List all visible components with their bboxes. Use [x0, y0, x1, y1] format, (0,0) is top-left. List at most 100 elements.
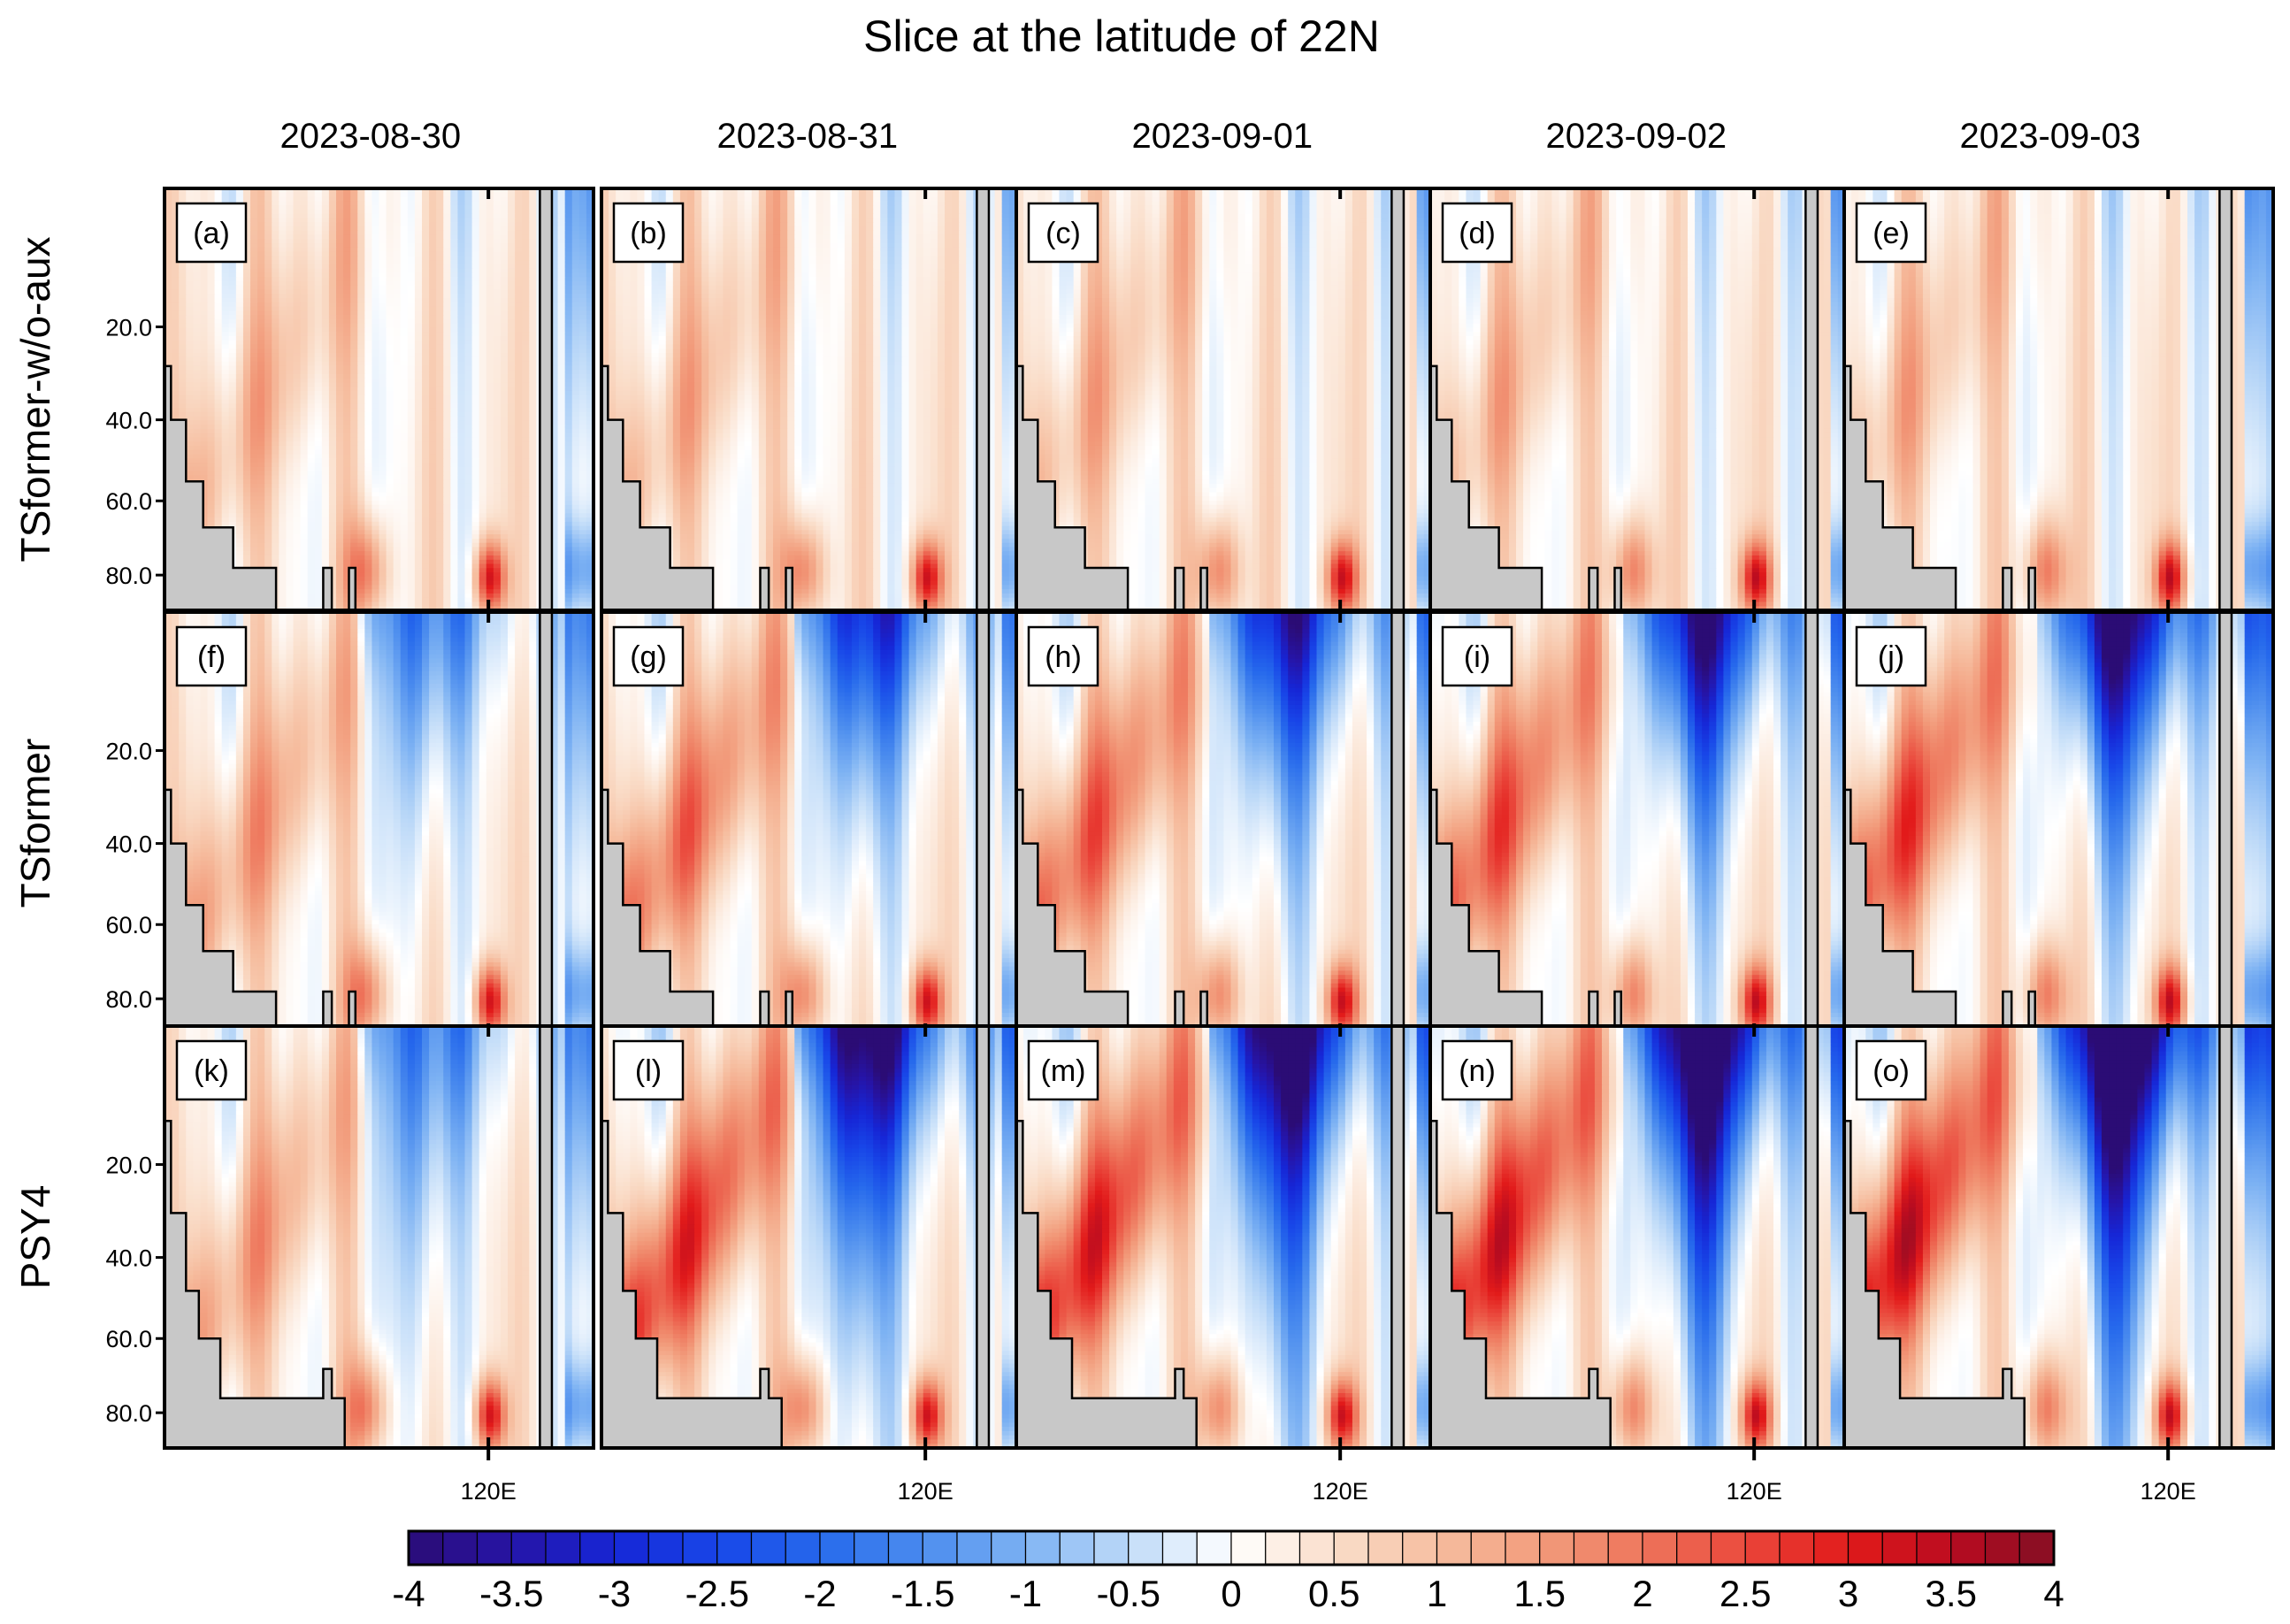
panel-tag: (e): [1873, 217, 1910, 250]
y-tick-label: 60.0: [105, 1326, 152, 1352]
panel-tag: (i): [1464, 640, 1490, 674]
colorbar-tick-label: -2.5: [685, 1573, 749, 1614]
colorbar-tick-label: -0.5: [1097, 1573, 1160, 1614]
panel: (a) 20.0 40.0 60.0 80.0: [105, 188, 594, 611]
colorbar-segment: [1677, 1531, 1712, 1565]
x-tick-label: 120E: [2141, 1478, 2196, 1505]
colorbar-segment: [1129, 1531, 1163, 1565]
colorbar-segment: [1197, 1531, 1231, 1565]
land-strip: [540, 1026, 552, 1448]
colorbar-segment: [889, 1531, 923, 1565]
land-strip: [1391, 188, 1404, 610]
row-labels: TSformer-w/o-aux TSformer PSY4: [12, 236, 58, 1289]
colorbar-tick-label: -1: [1009, 1573, 1042, 1614]
land-strip: [977, 1026, 989, 1448]
colorbar-segment: [1643, 1531, 1677, 1565]
land-strip: [2219, 1026, 2232, 1448]
colorbar-segment: [1745, 1531, 1780, 1565]
row-label: TSformer-w/o-aux: [12, 236, 58, 562]
y-tick-label: 20.0: [105, 739, 152, 765]
colorbar-tick-label: 4: [2043, 1573, 2064, 1614]
x-tick-label: 120E: [1313, 1478, 1368, 1505]
y-tick-label: 40.0: [105, 1245, 152, 1272]
colorbar: -4 -3.5 -3 -2.5 -2 -1.5 -1 -0.5 0 0.5 1 1.5 2 2.5 3 3.5…: [392, 1531, 2064, 1614]
colorbar-tick-label: 3: [1838, 1573, 1858, 1614]
colorbar-tick-label: -4: [392, 1573, 425, 1614]
colorbar-segment: [1882, 1531, 1917, 1565]
land-strip: [977, 188, 989, 610]
panel: (d): [1430, 188, 1860, 611]
colorbar-tick-label: 2: [1632, 1573, 1652, 1614]
panel: (m)120E: [1016, 1026, 1446, 1505]
column-label: 2023-09-02: [1545, 117, 1727, 156]
panel: (c): [1016, 188, 1446, 611]
y-tick-label: 80.0: [105, 986, 152, 1013]
colorbar-tick-label: 2.5: [1719, 1573, 1771, 1614]
colorbar-segment: [1608, 1531, 1643, 1565]
land-strip: [540, 188, 552, 610]
y-tick-label: 40.0: [105, 408, 152, 434]
colorbar-segment: [1780, 1531, 1814, 1565]
panel: (f)20.040.060.080.0: [105, 612, 594, 1035]
x-tick-label: 120E: [461, 1478, 517, 1505]
colorbar-segment: [1917, 1531, 1951, 1565]
colorbar-segment: [752, 1531, 786, 1565]
colorbar-segment: [1540, 1531, 1574, 1565]
panel: (l)120E: [601, 1026, 1031, 1505]
colorbar-segment: [1094, 1531, 1129, 1565]
colorbar-segment: [854, 1531, 889, 1565]
y-tick-label: 80.0: [105, 1400, 152, 1427]
colorbar-segment: [546, 1531, 580, 1565]
land-strip: [1805, 188, 1818, 610]
panel: (o)120E: [1844, 1026, 2274, 1505]
panel-grid: (a)20.040.060.080.0(b) (c) (d) (e)(f)20.040…: [105, 188, 2273, 1505]
colorbar-segment: [1712, 1531, 1746, 1565]
colorbar-segment: [1986, 1531, 2020, 1565]
panel-tag: (d): [1459, 217, 1496, 250]
colorbar-segment: [1334, 1531, 1368, 1565]
colorbar-tick-label: -3.5: [479, 1573, 543, 1614]
colorbar-segment: [1849, 1531, 1883, 1565]
panel-tag: (a): [193, 217, 230, 250]
colorbar-segment: [785, 1531, 820, 1565]
colorbar-tick-label: 1: [1427, 1573, 1447, 1614]
x-tick-label: 120E: [898, 1478, 954, 1505]
colorbar-tick-label: 1.5: [1514, 1573, 1566, 1614]
colorbar-segment: [1300, 1531, 1335, 1565]
y-tick-label: 60.0: [105, 488, 152, 515]
panel: (g): [601, 612, 1031, 1035]
colorbar-segment: [1574, 1531, 1609, 1565]
colorbar-tick-label: -3: [598, 1573, 631, 1614]
colorbar-segment: [1026, 1531, 1061, 1565]
panel: (i): [1430, 612, 1860, 1035]
colorbar-segment: [957, 1531, 992, 1565]
colorbar-tick-label: -2: [803, 1573, 836, 1614]
colorbar-segment: [2019, 1531, 2054, 1565]
panel: (j): [1844, 612, 2274, 1035]
x-tick-label: 120E: [1727, 1478, 1782, 1505]
panel-tag: (j): [1878, 640, 1904, 674]
row-label: PSY4: [12, 1185, 58, 1290]
colorbar-segment: [683, 1531, 717, 1565]
row-label: TSformer: [12, 739, 58, 908]
colorbar-tick-label: 0.5: [1308, 1573, 1359, 1614]
colorbar-tick-label: -1.5: [891, 1573, 954, 1614]
colorbar-segment: [1266, 1531, 1300, 1565]
land-strip: [1391, 612, 1404, 1034]
colorbar-segment: [1060, 1531, 1094, 1565]
land-strip: [2219, 612, 2232, 1034]
panel-tag: (f): [197, 640, 226, 674]
colorbar-segment: [478, 1531, 512, 1565]
land-strip: [1805, 612, 1818, 1034]
colorbar-segment: [409, 1531, 443, 1565]
land-strip: [540, 612, 552, 1034]
panel: (n)120E: [1430, 1026, 1860, 1505]
panel-tag: (k): [194, 1054, 229, 1088]
y-tick-label: 80.0: [105, 563, 152, 589]
y-tick-label: 20.0: [105, 1153, 152, 1179]
column-label: 2023-09-01: [1131, 117, 1313, 156]
colorbar-tick-label: 0: [1221, 1573, 1241, 1614]
colorbar-tick-label: 3.5: [1926, 1573, 1977, 1614]
y-tick-label: 20.0: [105, 315, 152, 341]
